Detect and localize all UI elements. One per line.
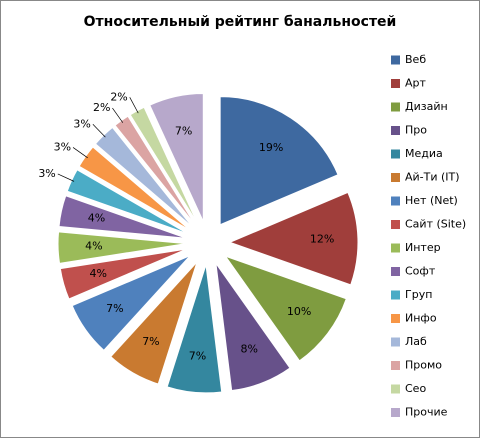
data-label: 7% [106, 302, 123, 315]
leader-line [112, 107, 124, 123]
data-label: 3% [73, 117, 90, 130]
legend-swatch [391, 220, 400, 229]
legend-swatch [391, 196, 400, 206]
legend-label: Сайт (Site) [405, 218, 466, 231]
data-label: 12% [310, 232, 334, 245]
pie-slice [110, 261, 198, 385]
legend-swatch [391, 408, 400, 417]
legend-label: Арт [405, 77, 427, 90]
data-label: 2% [93, 101, 110, 114]
chart-title: Относительный рейтинг банальностей [84, 14, 397, 30]
pie-slice [224, 255, 347, 362]
leader-line [72, 147, 88, 159]
leader-line [57, 173, 75, 182]
data-label: 19% [259, 141, 283, 154]
legend-swatch [391, 361, 400, 370]
data-label: 7% [142, 335, 159, 348]
legend-label: Лаб [405, 335, 427, 348]
pie-slice [57, 231, 187, 264]
data-label: 4% [88, 212, 105, 225]
pie-slice [58, 195, 187, 239]
legend-label: Про [405, 124, 427, 137]
data-label: 3% [38, 167, 55, 180]
legend-swatch [391, 337, 400, 347]
data-label: 8% [241, 342, 258, 355]
legend-label: Дизайн [405, 100, 448, 113]
legend-swatch [391, 102, 400, 112]
legend-swatch [391, 267, 400, 276]
legend-label: Нет (Net) [405, 194, 458, 207]
legend-label: Ай-Ти (IT) [405, 171, 460, 184]
pie-slice [59, 248, 188, 300]
pie-slice [215, 263, 291, 392]
data-label: 4% [85, 240, 102, 253]
legend-label: Груп [405, 288, 432, 301]
legend-swatch [391, 243, 400, 253]
legend-label: Инфо [405, 312, 437, 325]
legend-swatch [391, 314, 400, 323]
pie-slice [71, 255, 191, 352]
legend-swatch [391, 79, 400, 88]
legend-swatch [391, 290, 400, 300]
data-label: 4% [89, 267, 106, 280]
legend-label: Софт [405, 265, 436, 278]
legend-swatch [391, 126, 400, 135]
legend-swatch [391, 384, 400, 394]
legend-swatch [391, 173, 400, 182]
legend-label: Веб [405, 53, 426, 66]
pie-slice [219, 96, 339, 226]
legend-label: Промо [405, 359, 442, 372]
leader-line [129, 97, 139, 114]
data-label: 3% [54, 140, 71, 153]
legend-swatch [391, 149, 400, 159]
pie-slice [228, 191, 359, 286]
data-label: 10% [287, 305, 311, 318]
legend-label: Прочие [405, 406, 448, 419]
data-label: 7% [175, 124, 192, 137]
legend-label: Медиа [405, 147, 443, 160]
legend-label: Интер [405, 241, 441, 254]
pie-slice [166, 264, 223, 394]
leader-line [92, 124, 106, 138]
legend-label: Сео [405, 382, 426, 395]
data-label: 7% [189, 350, 206, 363]
data-label: 2% [110, 90, 127, 103]
legend-swatch [391, 55, 400, 65]
pie-slice [149, 93, 204, 222]
